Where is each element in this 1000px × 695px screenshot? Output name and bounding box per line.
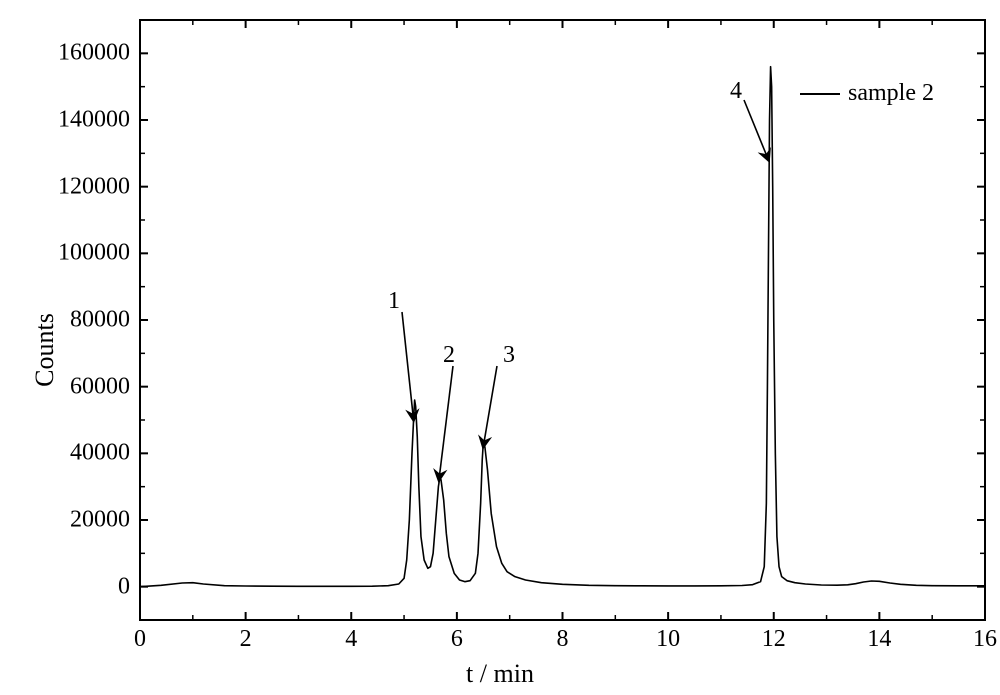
y-tick-label: 120000 bbox=[58, 173, 130, 200]
peak-label: 1 bbox=[388, 288, 400, 315]
x-tick-label: 12 bbox=[762, 626, 786, 653]
x-tick-label: 0 bbox=[134, 626, 146, 653]
x-tick-label: 14 bbox=[867, 626, 891, 653]
x-tick-label: 10 bbox=[656, 626, 680, 653]
x-tick-label: 8 bbox=[557, 626, 569, 653]
y-axis-label: Counts bbox=[30, 313, 60, 387]
peak-label: 4 bbox=[730, 78, 742, 105]
y-tick-label: 80000 bbox=[70, 307, 130, 334]
y-tick-label: 100000 bbox=[58, 240, 130, 267]
x-tick-label: 4 bbox=[345, 626, 357, 653]
y-tick-label: 160000 bbox=[58, 40, 130, 67]
x-tick-label: 16 bbox=[973, 626, 997, 653]
y-tick-label: 20000 bbox=[70, 507, 130, 534]
y-tick-label: 140000 bbox=[58, 107, 130, 134]
x-axis-label: t / min bbox=[466, 659, 534, 689]
legend-line bbox=[800, 93, 840, 95]
y-tick-label: 0 bbox=[118, 573, 130, 600]
legend: sample 2 bbox=[800, 80, 934, 107]
y-tick-label: 40000 bbox=[70, 440, 130, 467]
y-tick-label: 60000 bbox=[70, 373, 130, 400]
x-tick-label: 6 bbox=[451, 626, 463, 653]
x-tick-label: 2 bbox=[240, 626, 252, 653]
chromatogram-chart: Counts t / min sample 2 0246810121416020… bbox=[0, 0, 1000, 695]
peak-label: 3 bbox=[503, 342, 515, 369]
legend-label: sample 2 bbox=[848, 80, 934, 107]
peak-label: 2 bbox=[443, 342, 455, 369]
